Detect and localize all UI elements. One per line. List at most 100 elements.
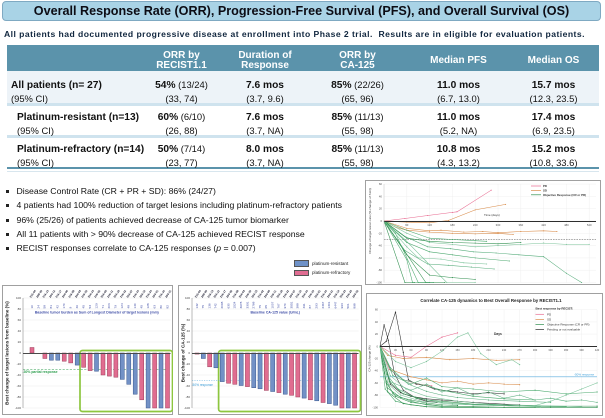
svg-text:204-15: 204-15 (250, 289, 259, 299)
svg-text:Best response by RECIST:: Best response by RECIST: (536, 307, 574, 311)
svg-text:80: 80 (18, 307, 22, 311)
svg-text:970: 970 (283, 303, 287, 308)
svg-text:-100: -100 (15, 406, 21, 410)
svg-text:Best change of CA-125 (%): Best change of CA-125 (%) (181, 323, 186, 382)
svg-text:-60: -60 (374, 381, 378, 385)
svg-text:-60: -60 (378, 256, 382, 260)
svg-text:132: 132 (195, 303, 199, 308)
svg-text:240: 240 (502, 348, 507, 352)
svg-text:216-20: 216-20 (244, 289, 253, 299)
svg-text:216-13: 216-13 (206, 289, 215, 299)
svg-text:-60: -60 (186, 384, 191, 388)
svg-text:-40: -40 (17, 373, 22, 377)
svg-text:Correlate CA-125 dynamics to B: Correlate CA-125 dynamics to Best Overal… (420, 298, 562, 303)
svg-text:Baseline CA-125 value (U/mL): Baseline CA-125 value (U/mL) (250, 311, 299, 315)
svg-text:204-01: 204-01 (313, 289, 322, 299)
svg-text:10: 10 (30, 305, 34, 309)
svg-text:87: 87 (308, 305, 312, 309)
svg-text:71: 71 (101, 305, 105, 309)
svg-text:-80: -80 (186, 395, 191, 399)
svg-text:40: 40 (187, 329, 191, 333)
svg-text:204-21: 204-21 (164, 289, 173, 299)
svg-text:30: 30 (394, 348, 397, 352)
svg-text:20: 20 (187, 340, 191, 344)
svg-text:216-13: 216-13 (41, 289, 50, 299)
svg-text:-20: -20 (17, 362, 22, 366)
svg-text:216-24: 216-24 (307, 289, 316, 299)
svg-text:-100: -100 (376, 281, 382, 285)
svg-text:204-05: 204-05 (100, 289, 109, 299)
svg-text:60: 60 (410, 348, 413, 352)
svg-text:60: 60 (187, 318, 191, 322)
svg-text:1301: 1301 (327, 301, 331, 308)
svg-text:53: 53 (88, 305, 92, 309)
svg-text:90: 90 (425, 348, 428, 352)
svg-text:140: 140 (133, 303, 137, 308)
svg-text:204-23: 204-23 (339, 289, 348, 299)
svg-text:Time (days): Time (days) (484, 213, 500, 217)
svg-text:767: 767 (277, 303, 281, 308)
svg-text:216-11: 216-11 (106, 289, 114, 299)
svg-text:129: 129 (94, 303, 98, 308)
svg-text:60: 60 (18, 318, 22, 322)
svg-text:216-20: 216-20 (80, 289, 89, 299)
svg-text:40: 40 (375, 320, 379, 324)
svg-text:-80: -80 (378, 268, 382, 272)
svg-text:170: 170 (62, 303, 66, 308)
svg-text:80: 80 (187, 307, 191, 311)
svg-text:216-19: 216-19 (294, 289, 303, 299)
svg-text:60: 60 (375, 308, 379, 312)
svg-text:136: 136 (208, 303, 212, 308)
svg-text:150: 150 (455, 348, 460, 352)
svg-text:120: 120 (440, 348, 445, 352)
svg-text:204-18: 204-18 (112, 289, 121, 299)
svg-text:208-09: 208-09 (35, 289, 44, 299)
svg-text:2008: 2008 (220, 301, 224, 308)
svg-text:216-19: 216-19 (132, 289, 141, 299)
svg-text:0: 0 (19, 351, 21, 355)
svg-text:40: 40 (18, 329, 22, 333)
svg-text:208-09: 208-09 (200, 289, 209, 299)
svg-text:128: 128 (146, 303, 150, 308)
svg-text:42: 42 (56, 305, 60, 309)
svg-text:993: 993 (340, 303, 344, 308)
svg-text:20: 20 (18, 340, 22, 344)
svg-text:330: 330 (548, 348, 553, 352)
svg-text:204-07: 204-07 (288, 289, 297, 299)
svg-text:204-12: 204-12 (212, 289, 221, 299)
svg-text:-20: -20 (378, 231, 382, 235)
svg-text:204-15: 204-15 (87, 289, 96, 299)
svg-text:204-12: 204-12 (48, 289, 57, 299)
svg-text:204-06: 204-06 (61, 289, 70, 299)
svg-text:180: 180 (450, 223, 455, 227)
svg-text:-50% response: -50% response (574, 373, 595, 377)
svg-text:82: 82 (165, 305, 169, 309)
svg-text:-40: -40 (374, 369, 378, 373)
svg-text:75: 75 (201, 305, 205, 309)
svg-text:-100: -100 (184, 406, 190, 410)
svg-text:216-17: 216-17 (219, 289, 228, 299)
svg-text:-50% response: -50% response (192, 383, 214, 387)
svg-text:-40: -40 (378, 244, 382, 248)
svg-text:-30% partial response: -30% partial response (23, 370, 58, 374)
svg-text:PD: PD (547, 312, 552, 316)
svg-text:215-04: 215-04 (194, 289, 203, 299)
svg-text:124: 124 (120, 303, 124, 308)
svg-text:180: 180 (471, 348, 476, 352)
svg-text:120: 120 (427, 223, 432, 227)
svg-text:540: 540 (587, 223, 592, 227)
svg-text:100: 100 (16, 296, 21, 300)
svg-text:898: 898 (352, 303, 356, 308)
svg-text:204-18: 204-18 (275, 289, 284, 299)
svg-text:3391: 3391 (245, 301, 249, 308)
svg-text:216-08: 216-08 (231, 289, 240, 299)
svg-text:204-07: 204-07 (125, 289, 134, 299)
svg-text:390: 390 (579, 348, 584, 352)
svg-text:1524: 1524 (233, 301, 237, 308)
svg-text:20: 20 (375, 332, 379, 336)
svg-text:20: 20 (379, 207, 383, 211)
svg-text:2367: 2367 (321, 301, 325, 308)
svg-text:-60: -60 (17, 384, 22, 388)
svg-text:216-08: 216-08 (67, 289, 76, 299)
svg-text:204-06: 204-06 (225, 289, 234, 299)
